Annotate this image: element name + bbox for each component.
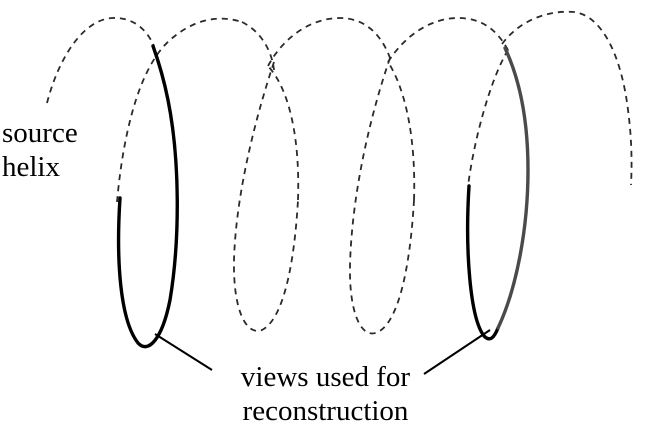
helix-segment-5	[501, 10, 633, 186]
leader-line-left	[154, 333, 213, 371]
views-label-line-1: views used for	[240, 361, 411, 393]
source-helix-label: source helix	[2, 116, 78, 184]
source-label-line-2: helix	[2, 151, 60, 183]
view-1-curve	[116, 44, 179, 349]
helix-segment-2b	[267, 65, 300, 201]
helix-segment-3c	[387, 61, 416, 201]
helix-segment-start	[46, 17, 155, 104]
source-helix-dashed	[46, 10, 633, 335]
leader-lines	[154, 329, 491, 375]
view-segment-1	[116, 44, 179, 349]
view-2-curve-dark	[465, 184, 500, 341]
helix-segment-1a	[116, 17, 243, 203]
helix-segment-3a	[267, 17, 391, 67]
view-2-curve-gray	[496, 46, 530, 330]
views-used-label: views used for reconstruction	[218, 360, 433, 428]
helix-segment-3b	[349, 57, 415, 335]
helix-segment-2a	[233, 61, 299, 332]
source-label-line-1: source	[2, 117, 78, 149]
leader-line-right	[423, 329, 491, 375]
helix-segment-4a	[387, 17, 509, 63]
view-segment-2	[465, 46, 530, 341]
views-label-line-2: reconstruction	[242, 395, 409, 427]
helix-segment-4b	[467, 49, 509, 187]
